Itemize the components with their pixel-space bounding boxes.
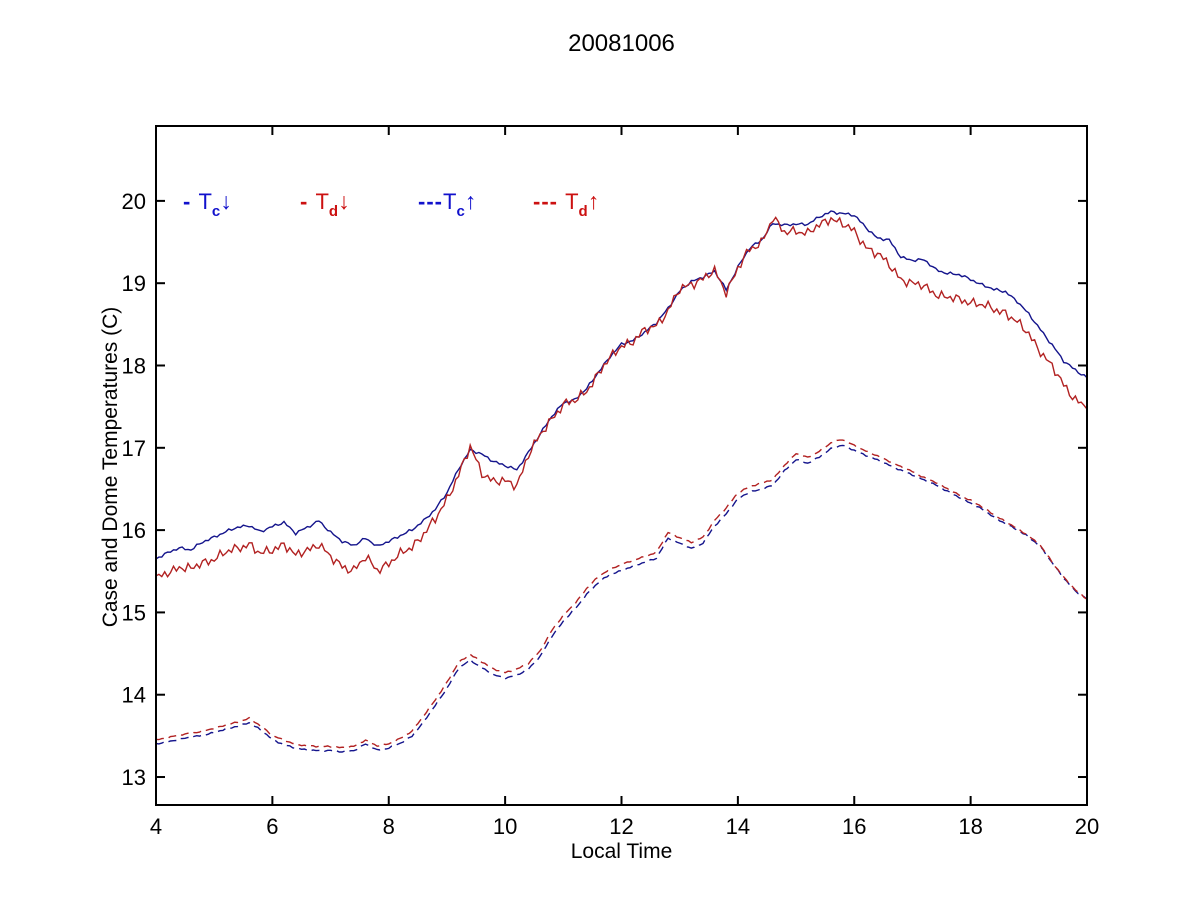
y-tick-label: 16 xyxy=(122,518,146,543)
legend-arrow-down-icon: ↓ xyxy=(220,188,232,214)
legend-arrow-up-icon: ↑ xyxy=(587,188,600,214)
series-Td-down-line xyxy=(156,216,1087,578)
plot-box xyxy=(155,125,1088,806)
series-Td-up-line xyxy=(156,439,1087,749)
y-tick-label: 18 xyxy=(122,354,146,379)
x-tick-label: 14 xyxy=(726,814,750,839)
y-tick-label: 19 xyxy=(122,271,146,296)
legend-line-sample: --- xyxy=(533,189,566,214)
legend-arrow-up-icon: ↑ xyxy=(464,188,477,214)
legend-subscript: d xyxy=(578,203,588,221)
legend-entry-Tc-down: - Tc↓ xyxy=(183,188,232,221)
legend-entry-Td-down: - Td↓ xyxy=(300,188,350,221)
y-tick-label: 13 xyxy=(122,765,146,790)
legend-subscript: d xyxy=(328,203,339,221)
x-tick-label: 18 xyxy=(958,814,982,839)
x-tick-label: 20 xyxy=(1075,814,1099,839)
y-tick-label: 15 xyxy=(122,600,146,625)
chart-title: 20081006 xyxy=(568,30,675,57)
legend-entry-Td-up: --- Td↑ xyxy=(533,188,600,221)
legend-symbol: T xyxy=(198,189,212,214)
series-Tc-up-line xyxy=(156,444,1087,753)
x-tick-label: 8 xyxy=(383,814,395,839)
x-tick-label: 4 xyxy=(150,814,162,839)
legend-line-sample: - xyxy=(183,189,199,214)
x-tick-label: 12 xyxy=(609,814,633,839)
x-tick-label: 16 xyxy=(842,814,866,839)
series-Tc-down-line xyxy=(156,210,1087,560)
legend-symbol: T xyxy=(442,189,457,214)
legend-subscript: c xyxy=(456,203,465,221)
x-tick-label: 6 xyxy=(266,814,278,839)
legend-arrow-down-icon: ↓ xyxy=(338,188,350,214)
x-axis-label: Local Time xyxy=(570,840,673,863)
legend-symbol: T xyxy=(565,189,579,214)
legend-subscript: c xyxy=(211,203,221,221)
y-tick-label: 14 xyxy=(122,683,146,708)
legend-line-sample: - xyxy=(300,189,316,214)
x-tick-label: 10 xyxy=(493,814,517,839)
y-tick-label: 20 xyxy=(122,189,146,214)
legend-line-sample: --- xyxy=(418,189,443,214)
y-tick-label: 17 xyxy=(122,436,146,461)
legend-symbol: T xyxy=(315,189,329,214)
legend-entry-Tc-up: ---Tc↑ xyxy=(418,188,477,221)
